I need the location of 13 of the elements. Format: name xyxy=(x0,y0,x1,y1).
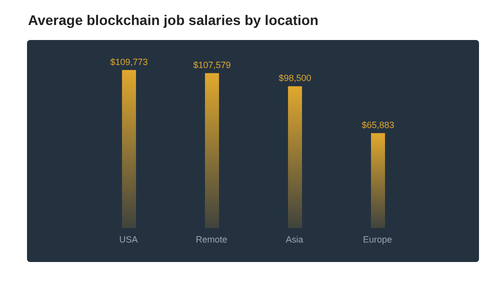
data-label: $98,500 xyxy=(278,73,312,84)
chart-title: Average blockchain job salaries by location xyxy=(28,12,318,28)
x-tick-label: Asia xyxy=(286,234,304,244)
data-label: $107,579 xyxy=(193,60,231,70)
x-tick-label: USA xyxy=(119,234,138,244)
bar xyxy=(371,133,385,228)
bar xyxy=(205,73,219,228)
data-label: $109,773 xyxy=(110,57,148,67)
x-tick-label: Remote xyxy=(196,234,228,244)
x-tick-label: Europe xyxy=(362,234,392,244)
bar xyxy=(122,70,136,228)
bar xyxy=(288,86,302,228)
data-label: $65,883 xyxy=(362,120,394,130)
